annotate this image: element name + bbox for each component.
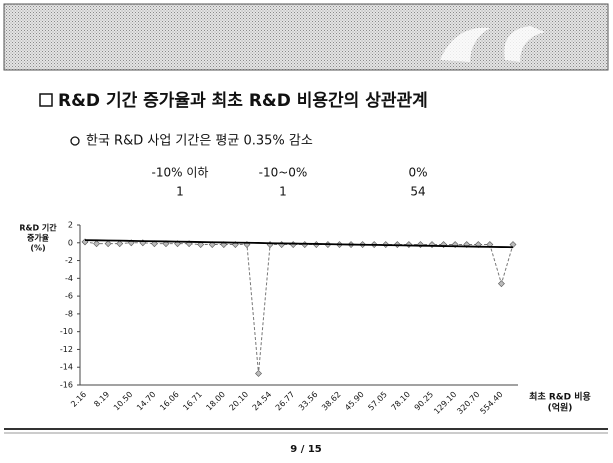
data-point [289, 241, 297, 248]
x-tick-label: 57.05 [366, 390, 389, 413]
y-tick-label: 0 [68, 238, 73, 247]
y-tick-label: -10 [60, 327, 73, 336]
x-axis-label: 최초 R&D 비용 [529, 391, 591, 403]
series-line [84, 241, 514, 374]
x-tick-label: 26.77 [274, 390, 297, 413]
table-cell: 1 [176, 185, 184, 199]
table-header: -10~0% [259, 166, 308, 180]
banner-decoration [440, 26, 545, 62]
table-header: -10% 이하 [152, 166, 209, 180]
y-tick-label: 2 [68, 221, 73, 230]
x-tick-label: 16.71 [181, 390, 204, 413]
x-tick-label: 16.06 [158, 390, 181, 413]
data-point [509, 241, 517, 248]
data-point [116, 240, 124, 248]
x-tick-label: 78.10 [390, 390, 413, 413]
y-tick-label: -6 [65, 292, 73, 301]
x-tick-label: 20.10 [228, 390, 251, 413]
y-axis-label: R&D 기간 [19, 223, 57, 233]
data-point [498, 280, 505, 288]
y-tick-label: -16 [60, 381, 73, 390]
y-tick-label: -14 [60, 363, 73, 372]
slide-title: R&D 기간 증가율과 최초 R&D 비용간의 상관관계 [58, 91, 428, 111]
bullet-text: 한국 R&D 사업 기간은 평균 0.35% 감소 [86, 134, 313, 149]
table-cell: 1 [279, 185, 287, 199]
data-point [278, 241, 286, 248]
x-tick-label: 24.54 [251, 390, 274, 413]
x-tick-label: 2.16 [69, 390, 88, 409]
y-tick-label: -2 [65, 256, 73, 265]
data-point [255, 370, 262, 377]
x-tick-label: 45.90 [343, 390, 366, 413]
x-tick-label: 33.56 [297, 390, 320, 413]
x-tick-label: 554.40 [478, 390, 504, 416]
x-tick-label: 38.62 [320, 390, 343, 413]
x-tick-label: 320.70 [455, 390, 481, 416]
series-line [84, 239, 514, 249]
y-axis-label: 증가율 [27, 233, 50, 243]
y-tick-label: -8 [65, 309, 73, 318]
title-checkbox [39, 93, 53, 107]
chart: -16 -14 -12 -10 -8 -6 -4 -2 0 2 2.16 8.19 10.50 14.70… [19, 221, 590, 416]
x-axis-label: (억원) [548, 402, 573, 414]
data-point [417, 241, 424, 248]
data-point [451, 241, 459, 248]
page-number: 9 / 15 [290, 444, 322, 455]
x-tick-label: 10.50 [112, 390, 135, 413]
x-tick-label: 129.10 [432, 390, 458, 416]
data-point [428, 241, 436, 248]
data-point [104, 240, 112, 248]
data-point [93, 240, 100, 248]
y-tick-label: -12 [60, 345, 73, 354]
bullet-circle [70, 136, 80, 146]
data-point [405, 241, 413, 248]
x-tick-label: 8.19 [92, 390, 111, 409]
y-axis-label: (%) [30, 244, 45, 253]
data-point [197, 241, 205, 248]
table-header: 0% [408, 166, 427, 180]
x-tick-label: 18.00 [204, 390, 227, 413]
x-tick-label: 14.70 [135, 390, 158, 413]
data-point [463, 241, 471, 248]
table-cell: 54 [410, 185, 425, 199]
y-tick-label: -4 [65, 274, 73, 283]
data-point [440, 241, 448, 248]
